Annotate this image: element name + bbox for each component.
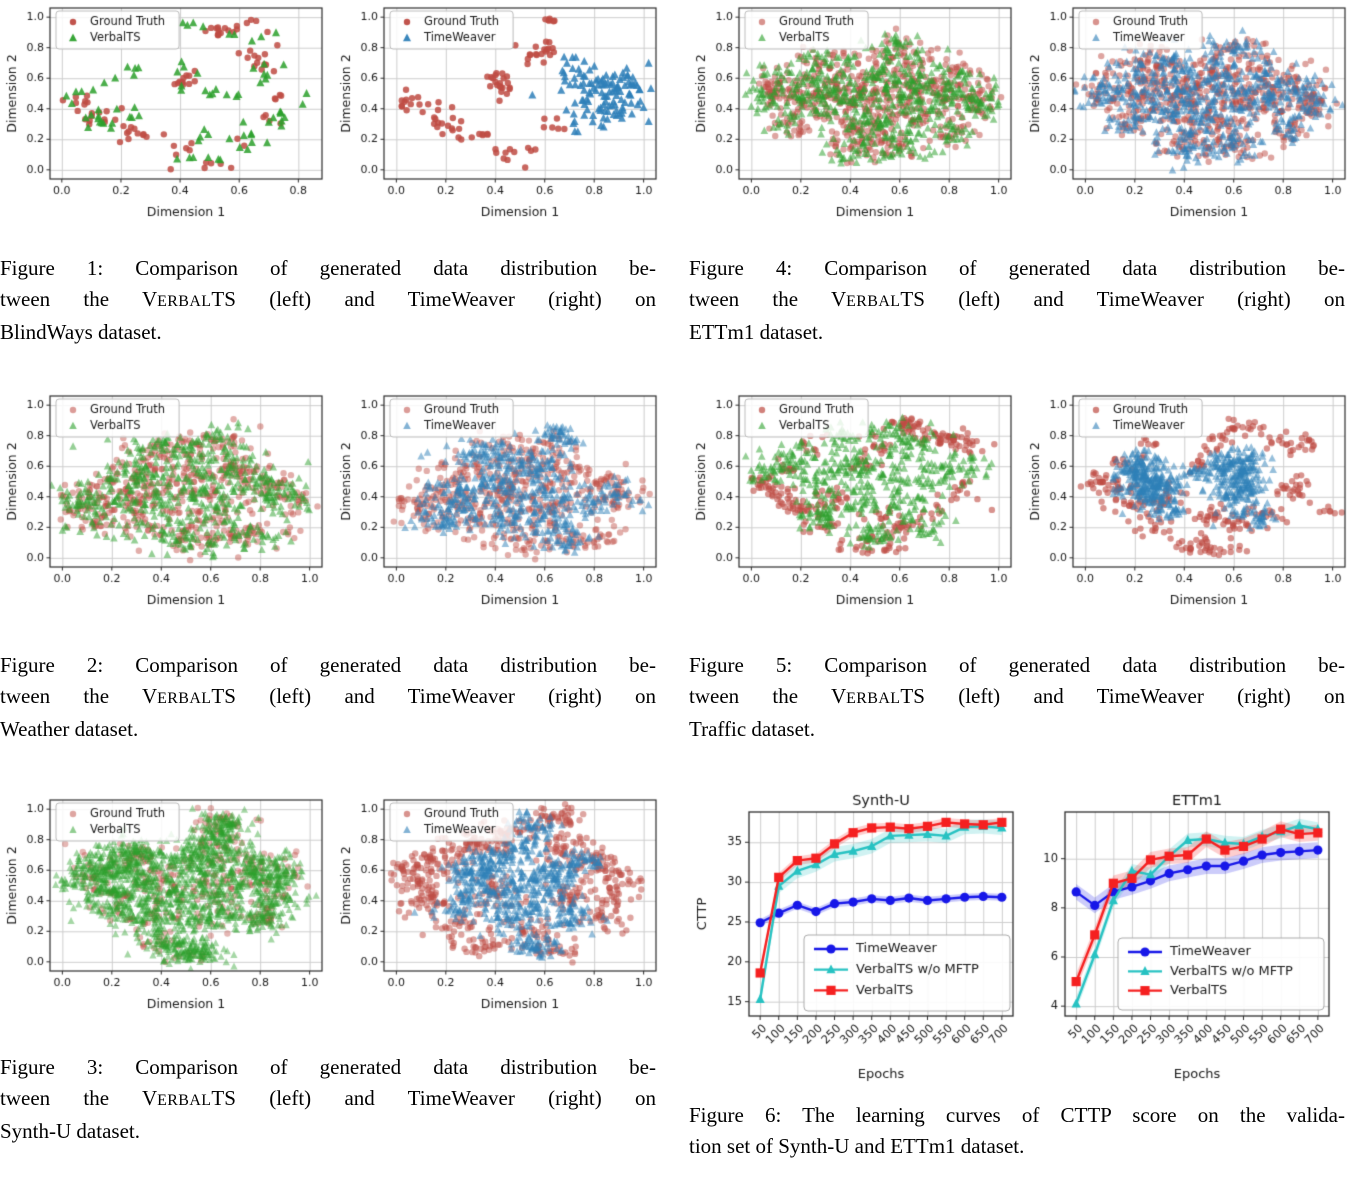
figure3-caption: Figure 3: Comparison of generated data d… (0, 1055, 656, 1143)
figure4-plots (689, 2, 1351, 246)
figure3-plots (0, 794, 662, 1038)
figure2-caption: Figure 2: Comparison of generated data d… (0, 653, 656, 741)
right-column: Figure 4: Comparison of generated data d… (689, 0, 1351, 1190)
figure5-caption: Figure 5: Comparison of generated data d… (689, 653, 1345, 741)
figure6-ettm1-linechart (1023, 788, 1351, 1088)
figure3-verbalts-scatter (0, 794, 328, 1038)
figure4-timeweaver-scatter (1023, 2, 1351, 246)
figure1-timeweaver-scatter (334, 2, 662, 246)
figure5-verbalts-scatter (689, 390, 1017, 634)
figure1-caption: Figure 1: Comparison of generated data d… (0, 256, 656, 344)
figure1-plots (0, 2, 662, 246)
figure4-verbalts-scatter (689, 2, 1017, 246)
figure6-synthu-linechart (689, 788, 1017, 1088)
figure3-timeweaver-scatter (334, 794, 662, 1038)
left-column: Figure 1: Comparison of generated data d… (0, 0, 663, 1190)
figure1-verbalts-scatter (0, 2, 328, 246)
figure6-caption: Figure 6: The learning curves of CTTP sc… (689, 1103, 1345, 1158)
figure5-timeweaver-scatter (1023, 390, 1351, 634)
figure5-plots (689, 390, 1351, 634)
figure2-plots (0, 390, 662, 634)
figure6-plots (689, 788, 1351, 1088)
figure4-caption: Figure 4: Comparison of generated data d… (689, 256, 1345, 344)
figure2-verbalts-scatter (0, 390, 328, 634)
figure2-timeweaver-scatter (334, 390, 662, 634)
